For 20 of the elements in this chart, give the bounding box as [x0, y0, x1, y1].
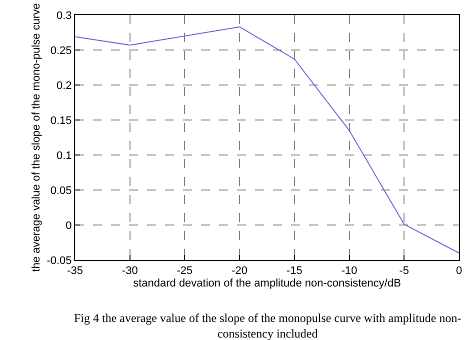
y-tick-label: 0.05	[50, 184, 72, 197]
x-axis-title: standard devation of the amplitude non-consistency/dB	[133, 277, 401, 290]
y-tick-label: 0	[66, 220, 72, 232]
x-tick-label: -15	[286, 265, 302, 278]
caption: Fig 4 the average value of the slope of the monopulse curve with amplitude non-consistency included	[74, 311, 462, 340]
x-tick-label: -10	[341, 265, 358, 278]
x-tick-label: 0	[456, 265, 462, 278]
y-tick-label: 0.3	[56, 10, 72, 22]
y-tick-label: 0.15	[50, 114, 72, 127]
y-tick-label: 0.2	[56, 80, 72, 92]
x-tick-label: -25	[176, 265, 193, 278]
x-tick-label: -35	[67, 265, 83, 278]
y-tick-label: 0.25	[50, 44, 72, 57]
y-tick-label: -0.05	[46, 254, 72, 267]
x-tick-label: -5	[399, 265, 410, 278]
y-axis-title: the average value of the slope of the mono-pulse curve	[30, 3, 42, 272]
line-series	[75, 26, 459, 254]
x-tick-label: -30	[122, 265, 138, 278]
x-tick-label: -20	[232, 265, 248, 278]
y-tick-label: 0.1	[56, 150, 72, 162]
